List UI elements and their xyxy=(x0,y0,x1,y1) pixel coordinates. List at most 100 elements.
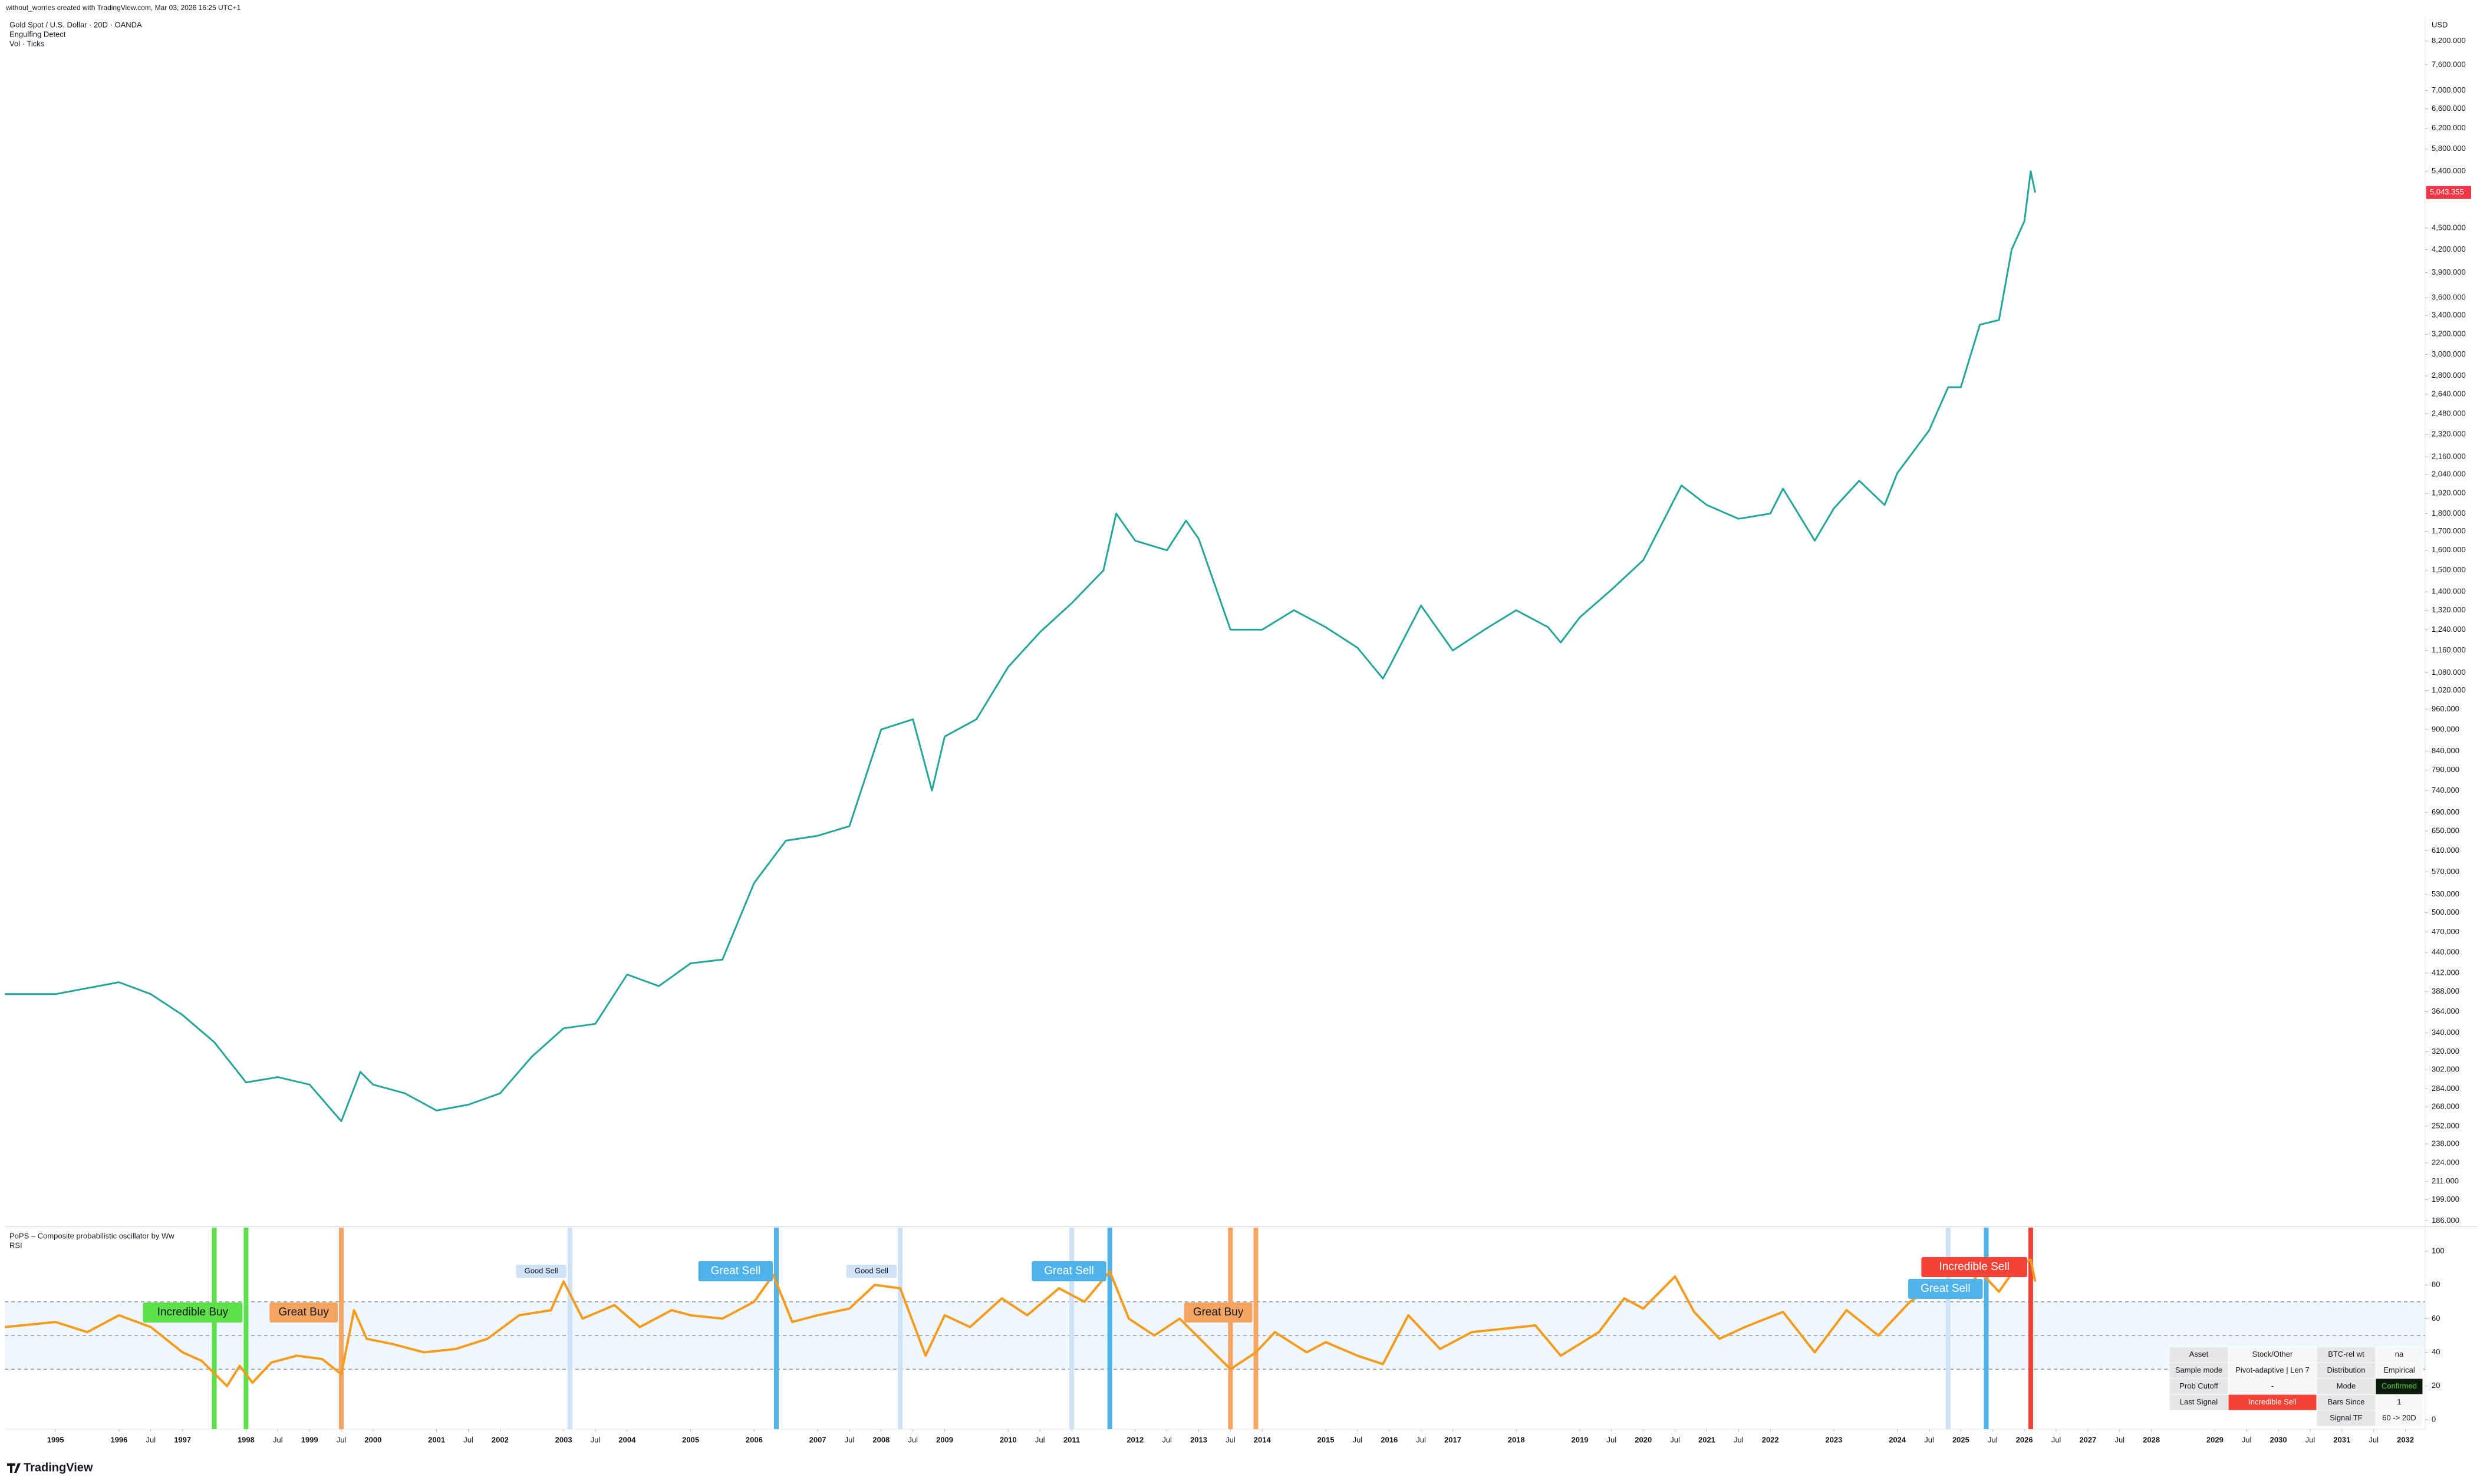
table-text: - xyxy=(2271,1381,2274,1390)
table-text: 1 xyxy=(2397,1397,2401,1406)
y-tick-label: 1,600.000 xyxy=(2432,545,2466,554)
table-text: Signal TF xyxy=(2330,1413,2362,1422)
y-tick-label: 60 xyxy=(2432,1314,2440,1323)
x-tick-label: 2011 xyxy=(1063,1435,1080,1444)
signal-label: Great Sell xyxy=(711,1265,760,1277)
y-tick-label: 3,200.000 xyxy=(2432,329,2466,338)
table-text: Prob Cutoff xyxy=(2179,1381,2218,1390)
header: without_worries created with TradingView… xyxy=(5,4,241,12)
x-tick-label: 2026 xyxy=(2016,1435,2033,1444)
legend-symbol: Gold Spot / U.S. Dollar · 20D · OANDA xyxy=(9,20,142,29)
signal-label-box xyxy=(698,1261,773,1281)
table-text: Bars Since xyxy=(2328,1397,2365,1406)
y-tick-label: 268.000 xyxy=(2432,1102,2459,1111)
table-text: Confirmed xyxy=(2382,1381,2417,1390)
x-tick-label: 2008 xyxy=(872,1435,890,1444)
signal-label-box xyxy=(1908,1279,1983,1299)
signal-label-box xyxy=(846,1265,897,1278)
y-tick-label: 1,080.000 xyxy=(2432,668,2466,677)
y-tick-label: 960.000 xyxy=(2432,704,2459,713)
x-tick-label: Jul xyxy=(1226,1435,1236,1444)
y-tick-label: 252.000 xyxy=(2432,1121,2459,1130)
signal-label-box xyxy=(516,1265,566,1278)
y-tick-label: 40 xyxy=(2432,1347,2440,1356)
x-tick-label: 2003 xyxy=(555,1435,572,1444)
x-tick-label: Jul xyxy=(2305,1435,2315,1444)
series-line xyxy=(5,170,2036,1122)
y-tick-label: 199.000 xyxy=(2432,1195,2459,1203)
y-tick-label: 2,320.000 xyxy=(2432,430,2466,438)
x-tick-label: 2001 xyxy=(428,1435,445,1444)
x-tick-label: Jul xyxy=(1734,1435,1744,1444)
oscillator-legend: RSI xyxy=(9,1241,22,1249)
y-tick-label: 4,500.000 xyxy=(2432,223,2466,232)
x-tick-label: 2030 xyxy=(2270,1435,2287,1444)
x-tick-label: Jul xyxy=(1416,1435,1426,1444)
y-tick-label: 7,000.000 xyxy=(2432,85,2466,94)
x-tick-label: Jul xyxy=(1035,1435,1045,1444)
y-tick-label: 5,400.000 xyxy=(2432,166,2466,175)
signal-label: Great Sell xyxy=(1921,1282,1970,1295)
x-tick-label: 2006 xyxy=(746,1435,763,1444)
signal-label: Incredible Sell xyxy=(1939,1261,2009,1273)
y-tick-label: 1,800.000 xyxy=(2432,509,2466,517)
table-cell xyxy=(2316,1394,2376,1411)
y-tick-label: 1,020.000 xyxy=(2432,685,2466,694)
table-cell xyxy=(2169,1362,2229,1379)
table-text: Distribution xyxy=(2327,1366,2365,1374)
logo-mark xyxy=(7,1463,21,1473)
y-tick-label: 224.000 xyxy=(2432,1158,2459,1167)
table-cell xyxy=(2375,1410,2423,1427)
table-text: Asset xyxy=(2189,1350,2209,1358)
logo: TradingView xyxy=(7,1461,93,1474)
series-line xyxy=(4,1258,2037,1387)
y-tick-label: 6,200.000 xyxy=(2432,123,2466,132)
y-tick-label: 690.000 xyxy=(2432,807,2459,816)
y-tick-label: 3,400.000 xyxy=(2432,311,2466,319)
x-tick-label: Jul xyxy=(273,1435,283,1444)
y-tick-label: 3,900.000 xyxy=(2432,268,2466,276)
signal-label: Great Buy xyxy=(278,1306,329,1318)
x-tick-label: Jul xyxy=(1670,1435,1680,1444)
y-tick-label: 440.000 xyxy=(2432,948,2459,957)
signal-label: Good Sell xyxy=(525,1266,558,1275)
x-tick-label: Jul xyxy=(1607,1435,1617,1444)
y-tick-label: 840.000 xyxy=(2432,746,2459,755)
signal-label: Great Sell xyxy=(1044,1265,1093,1277)
table-cell xyxy=(2228,1394,2317,1411)
y-tick-label: 388.000 xyxy=(2432,987,2459,995)
signal-label-box xyxy=(1032,1261,1106,1281)
y-tick-label: 740.000 xyxy=(2432,786,2459,794)
x-tick-label: Jul xyxy=(2242,1435,2252,1444)
table-cell xyxy=(2169,1394,2229,1411)
x-tick-label: 2009 xyxy=(936,1435,953,1444)
y-tick-label: 2,040.000 xyxy=(2432,470,2466,479)
x-tick-label: 2010 xyxy=(1000,1435,1017,1444)
x-tick-label: Jul xyxy=(845,1435,855,1444)
x-tick-label: 1995 xyxy=(47,1435,64,1444)
x-tick-label: Jul xyxy=(1162,1435,1172,1444)
x-tick-label: 1997 xyxy=(174,1435,191,1444)
x-tick-label: 2022 xyxy=(1762,1435,1779,1444)
table-text: Pivot-adaptive | Len 7 xyxy=(2235,1366,2310,1374)
x-tick-label: 2004 xyxy=(618,1435,636,1444)
signal-label-box xyxy=(1921,1257,2027,1277)
y-tick-label: 500.000 xyxy=(2432,908,2459,916)
x-tick-label: 2017 xyxy=(1444,1435,1461,1444)
x-tick-label: Jul xyxy=(1353,1435,1363,1444)
y-tick-label: 530.000 xyxy=(2432,889,2459,898)
y-tick-label: 900.000 xyxy=(2432,724,2459,733)
y-tick-label: 3,000.000 xyxy=(2432,349,2466,358)
x-tick-label: 2000 xyxy=(364,1435,381,1444)
y-tick-label: 320.000 xyxy=(2432,1047,2459,1056)
x-tick-label: 1999 xyxy=(301,1435,318,1444)
x-tick-label: 2027 xyxy=(2079,1435,2096,1444)
legend-indicator: Vol · Ticks xyxy=(9,39,45,48)
x-tick-label: 2002 xyxy=(492,1435,509,1444)
y-tick-label: 8,200.000 xyxy=(2432,36,2466,45)
x-tick-label: Jul xyxy=(2369,1435,2379,1444)
x-tick-label: 2019 xyxy=(1572,1435,1589,1444)
signal-label: Great Buy xyxy=(1193,1306,1244,1318)
y-tick-label: 1,500.000 xyxy=(2432,565,2466,574)
